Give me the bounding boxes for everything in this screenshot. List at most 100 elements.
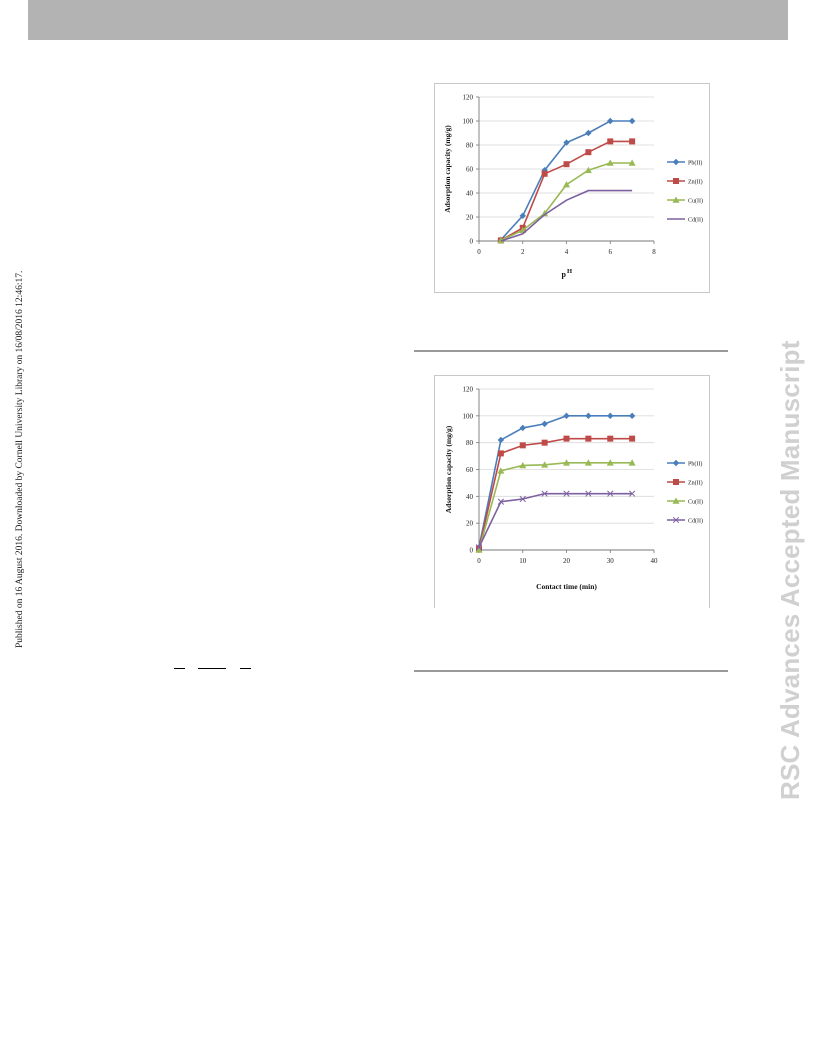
x-tick-label: 8 xyxy=(652,248,656,256)
data-point-stroke xyxy=(519,495,526,503)
data-point-stroke xyxy=(541,490,548,497)
data-point xyxy=(497,236,505,244)
data-point-stroke xyxy=(607,490,614,497)
data-point xyxy=(607,117,614,125)
legend-label: Cd(II) xyxy=(688,216,703,223)
chart-svg: 0 20 40 60 80 100 120 0 10 20 30 40 Adsorption capac… xyxy=(444,386,703,592)
x-tick-label: 0 xyxy=(477,557,481,565)
data-point xyxy=(585,435,592,442)
x-tick-label: 6 xyxy=(609,248,613,256)
data-point xyxy=(541,170,548,177)
data-point xyxy=(497,498,505,505)
equation-fraction-bar xyxy=(198,668,226,669)
data-point-stroke xyxy=(497,498,505,505)
data-point xyxy=(584,459,592,466)
x-tick-label: 40 xyxy=(651,557,659,565)
data-point-stroke xyxy=(628,490,636,497)
legend-marker xyxy=(672,497,680,504)
data-point xyxy=(628,490,636,497)
data-point xyxy=(541,420,548,428)
data-point xyxy=(475,546,483,553)
data-point xyxy=(563,412,570,420)
data-point xyxy=(497,436,505,444)
y-tick-label: 120 xyxy=(463,386,474,394)
data-point xyxy=(628,459,636,466)
chart-svg: 0 20 40 60 80 100 120 0 2 4 6 8 Adsorption capacity … xyxy=(443,94,703,280)
data-point xyxy=(541,439,548,446)
equation-fraction-bar xyxy=(174,668,185,669)
y-tick-label: 20 xyxy=(466,520,474,528)
data-point xyxy=(585,412,592,420)
legend-label: Cu(II) xyxy=(688,498,703,505)
y-axis-title: Adsorption capacity (mg/g) xyxy=(444,425,453,513)
data-point xyxy=(497,467,505,474)
series-line-Pb(II) xyxy=(478,415,633,548)
data-point xyxy=(563,139,570,146)
data-point xyxy=(585,149,592,156)
data-point xyxy=(497,450,504,457)
data-point xyxy=(519,424,526,432)
data-point xyxy=(607,435,614,442)
data-point xyxy=(563,435,570,442)
legend-label: Pb(II) xyxy=(688,460,702,467)
series-line-Cd(II) xyxy=(478,492,633,548)
header-bar xyxy=(28,0,788,40)
data-point xyxy=(628,117,636,125)
x-axis-title-superscript: H xyxy=(567,268,572,275)
data-point xyxy=(519,212,526,219)
y-axis-title: Adsorption capacity (mg/g) xyxy=(443,125,452,213)
y-tick-label: 0 xyxy=(470,547,474,555)
data-point xyxy=(628,412,636,420)
data-point xyxy=(475,544,483,551)
y-tick-label: 80 xyxy=(466,439,474,447)
data-point xyxy=(541,167,548,174)
legend-marker xyxy=(672,516,680,524)
series-line-Zn(II) xyxy=(478,437,633,549)
data-point xyxy=(585,490,592,497)
data-point xyxy=(563,490,570,497)
data-point xyxy=(585,129,592,137)
x-tick-label: 4 xyxy=(565,248,569,256)
data-point xyxy=(606,459,614,466)
y-tick-label: 20 xyxy=(466,214,474,222)
ph-effect-chart: 0 20 40 60 80 100 120 0 2 4 6 8 Adsorption capacity … xyxy=(434,83,710,293)
legend-label: Cu(II) xyxy=(688,197,703,204)
data-point xyxy=(584,166,592,173)
legend-marker-stroke xyxy=(672,516,680,524)
data-point xyxy=(519,495,526,503)
data-point xyxy=(563,459,570,466)
data-point-stroke xyxy=(563,490,570,497)
y-tick-label: 100 xyxy=(463,118,474,126)
y-tick-label: 40 xyxy=(466,493,474,501)
legend-marker xyxy=(672,196,680,203)
data-point xyxy=(563,181,570,188)
legend-marker xyxy=(673,178,679,184)
y-tick-label: 40 xyxy=(466,190,474,198)
y-tick-label: 80 xyxy=(466,142,474,150)
data-point xyxy=(629,138,636,145)
data-point-stroke xyxy=(475,544,483,551)
series-line-Cd(II) xyxy=(500,189,633,242)
x-axis-title: Contact time (min) xyxy=(536,582,597,591)
data-point-stroke xyxy=(585,490,592,497)
published-note: Published on 16 August 2016. Downloaded … xyxy=(15,270,25,648)
data-point xyxy=(607,490,614,497)
journal-watermark: RSC Advances Accepted Manuscript xyxy=(775,340,805,800)
contact-time-chart: 0 20 40 60 80 100 120 0 10 20 30 40 Adsorption capac… xyxy=(434,375,710,608)
data-point xyxy=(628,159,636,166)
x-tick-label: 30 xyxy=(607,557,615,565)
x-tick-label: 20 xyxy=(563,557,571,565)
series-line-Cu(II) xyxy=(478,461,633,551)
equation-fraction-bar xyxy=(240,668,251,669)
data-point xyxy=(541,490,548,497)
data-point xyxy=(519,461,527,469)
legend-label: Pb(II) xyxy=(688,159,702,166)
legend-label: Zn(II) xyxy=(688,178,703,185)
legend-marker xyxy=(672,158,680,166)
data-point xyxy=(519,442,526,449)
data-point xyxy=(629,435,636,442)
y-tick-label: 120 xyxy=(463,94,474,102)
y-tick-label: 100 xyxy=(463,412,474,420)
data-point xyxy=(606,159,614,166)
data-point xyxy=(563,161,570,168)
